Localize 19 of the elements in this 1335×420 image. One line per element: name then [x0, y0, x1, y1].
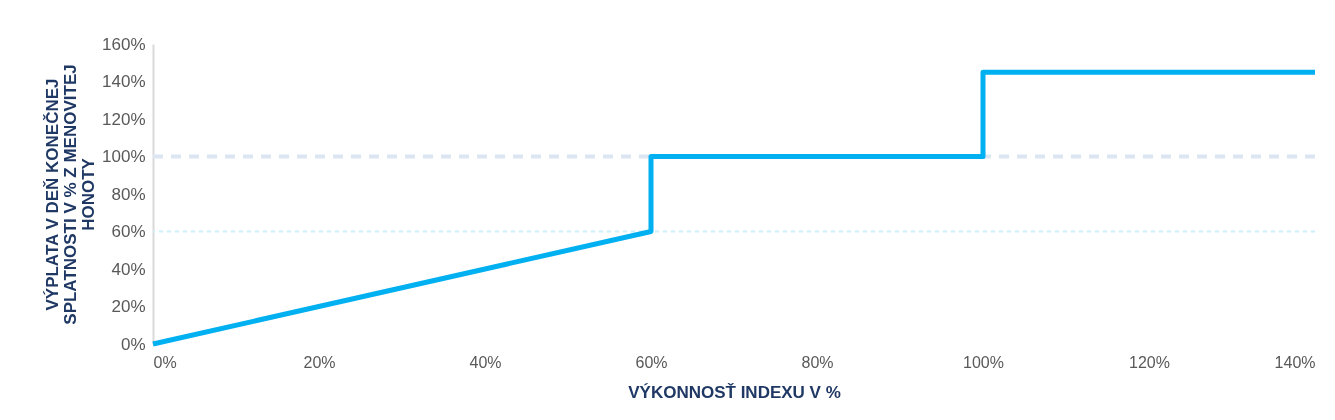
y-tick-label: 20% — [111, 297, 146, 316]
y-tick-label: 100% — [102, 147, 146, 166]
x-tick-label: 100% — [963, 353, 1004, 371]
y-tick-label: 120% — [102, 109, 146, 129]
y-tick-label: 40% — [111, 259, 146, 279]
y-tick-label: 80% — [111, 184, 146, 204]
y-tick-label: 140% — [102, 72, 146, 91]
x-tick-label: 80% — [801, 353, 834, 371]
x-axis-title: VÝKONNOSŤ INDEXU V % — [628, 382, 841, 402]
y-axis-title: VÝPLATA V DEŇ KONEČNEJ SPLATNOSTI V % Z MENOVITEJ HONOTY — [43, 64, 99, 325]
y-tick-label: 0% — [120, 334, 146, 354]
x-tick-label: 0% — [153, 353, 177, 371]
y-tick-label: 160% — [102, 34, 146, 54]
y-tick-label: 60% — [111, 222, 146, 241]
x-tick-label: 60% — [635, 353, 668, 371]
x-tick-label: 140% — [1274, 353, 1316, 371]
x-tick-label: 120% — [1129, 353, 1170, 371]
x-tick-label: 20% — [303, 353, 336, 371]
x-tick-label: 40% — [469, 353, 502, 371]
